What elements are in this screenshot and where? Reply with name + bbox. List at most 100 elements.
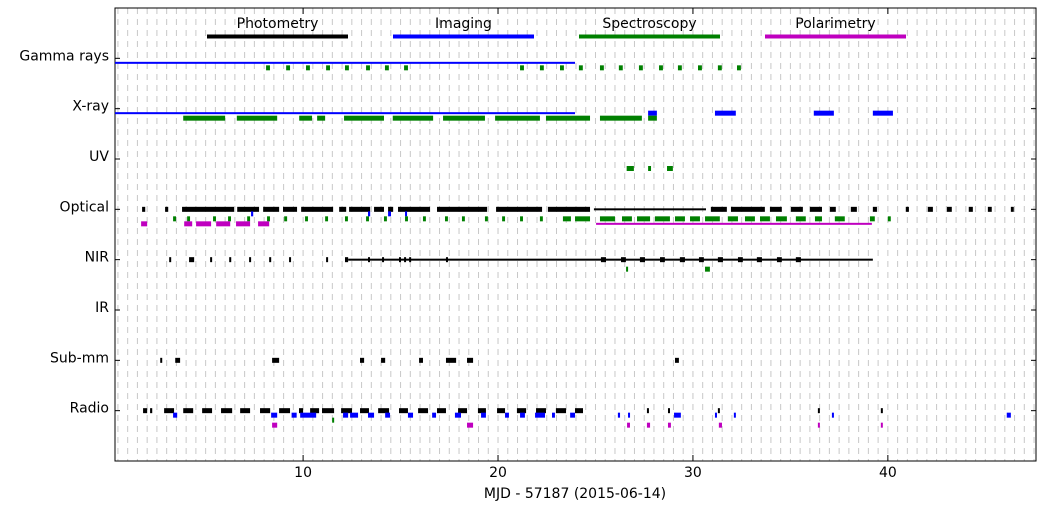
observation-segment <box>714 412 717 418</box>
x-tick-label: 10 <box>294 465 312 481</box>
observation-segment <box>279 408 291 414</box>
observation-segment <box>617 412 621 418</box>
observation-segment <box>437 206 488 212</box>
observation-segment <box>260 408 271 414</box>
observation-segment <box>345 257 349 263</box>
observation-segment <box>679 257 685 263</box>
observation-segment <box>404 65 408 71</box>
observation-segment <box>388 206 394 212</box>
x-axis-label: MJD - 57187 (2015-06-14) <box>484 486 666 502</box>
observation-segment <box>306 65 310 71</box>
observation-segment <box>562 216 571 222</box>
observation-segment <box>398 257 401 263</box>
legend-swatch <box>393 34 534 39</box>
observation-segment <box>667 166 673 171</box>
observation-segment <box>987 206 992 212</box>
observation-segment <box>600 257 607 263</box>
observation-segment <box>946 206 952 212</box>
observation-segment <box>269 257 272 263</box>
observation-segment <box>445 216 448 222</box>
observation-segment <box>350 412 359 418</box>
observation-segment <box>545 115 591 121</box>
observation-segment <box>345 216 348 222</box>
observation-segment <box>717 65 722 71</box>
observation-segment <box>809 206 822 212</box>
y-tick-label: NIR <box>85 250 110 266</box>
observation-segment <box>165 206 169 212</box>
observation-segment <box>737 257 743 263</box>
observation-segment <box>360 357 365 363</box>
observation-segment <box>229 257 232 263</box>
observation-segment <box>458 408 468 414</box>
observation-segment <box>520 65 524 71</box>
legend-swatch <box>579 34 720 39</box>
observation-segment <box>240 408 251 414</box>
observation-segment <box>349 206 371 212</box>
observation-segment <box>210 257 213 263</box>
observation-segment <box>834 216 845 222</box>
observation-segment <box>698 65 702 71</box>
observation-segment <box>267 216 270 222</box>
observation-segment <box>872 206 877 212</box>
observation-segment <box>880 408 883 414</box>
observation-segment <box>385 412 391 418</box>
observation-segment <box>291 412 297 418</box>
observation-segment <box>467 357 474 363</box>
observation-segment <box>286 65 291 71</box>
observation-segment <box>502 216 506 222</box>
observation-segment <box>183 115 226 121</box>
observation-segment <box>536 408 546 414</box>
observation-segment <box>714 110 736 116</box>
observation-segment <box>141 221 148 227</box>
observation-segment <box>814 216 822 222</box>
observation-segment <box>432 412 437 418</box>
observation-segment <box>445 357 457 363</box>
observation-segment <box>251 211 254 217</box>
observation-segment <box>599 115 642 121</box>
observation-segment <box>366 65 370 71</box>
observation-segment <box>570 412 576 418</box>
observation-segment <box>366 216 369 222</box>
observation-segment <box>405 211 408 217</box>
observation-segment <box>388 211 392 217</box>
observation-segment <box>196 221 212 227</box>
observation-segment <box>301 206 334 212</box>
observation-segment <box>648 166 652 171</box>
observation-segment <box>505 412 509 418</box>
observation-segment <box>381 357 386 363</box>
observation-segment <box>560 65 564 71</box>
observation-segment <box>497 408 506 414</box>
observation-segment <box>618 65 623 71</box>
observation-segment <box>202 408 213 414</box>
observation-segment <box>418 408 429 414</box>
legend-label: Polarimetry <box>795 16 875 32</box>
observation-segment <box>710 206 727 212</box>
observation-segment <box>187 216 191 222</box>
observation-segment <box>236 221 251 227</box>
y-tick-label: IR <box>95 300 109 316</box>
observation-segment <box>142 206 146 212</box>
observation-segment <box>736 65 741 71</box>
observation-segment <box>795 257 801 263</box>
observation-segment <box>360 408 369 414</box>
observation-segment <box>344 115 384 121</box>
observation-segment <box>216 221 231 227</box>
observation-segment <box>150 408 153 414</box>
observation-segment <box>184 221 193 227</box>
observation-segment <box>284 216 288 222</box>
observation-segment <box>368 211 371 217</box>
observation-segment <box>345 65 349 71</box>
observation-segment <box>405 216 408 222</box>
observation-segment <box>299 115 313 121</box>
observation-segment <box>1006 412 1011 418</box>
observation-segment <box>169 257 172 263</box>
observation-segment <box>481 412 486 418</box>
observation-segment <box>443 115 485 121</box>
observation-segment <box>756 257 762 263</box>
observation-segment <box>775 216 787 222</box>
observation-segment <box>733 412 736 418</box>
x-tick-label: 20 <box>489 465 507 481</box>
observation-segment <box>189 257 195 263</box>
observation-segment <box>727 216 738 222</box>
